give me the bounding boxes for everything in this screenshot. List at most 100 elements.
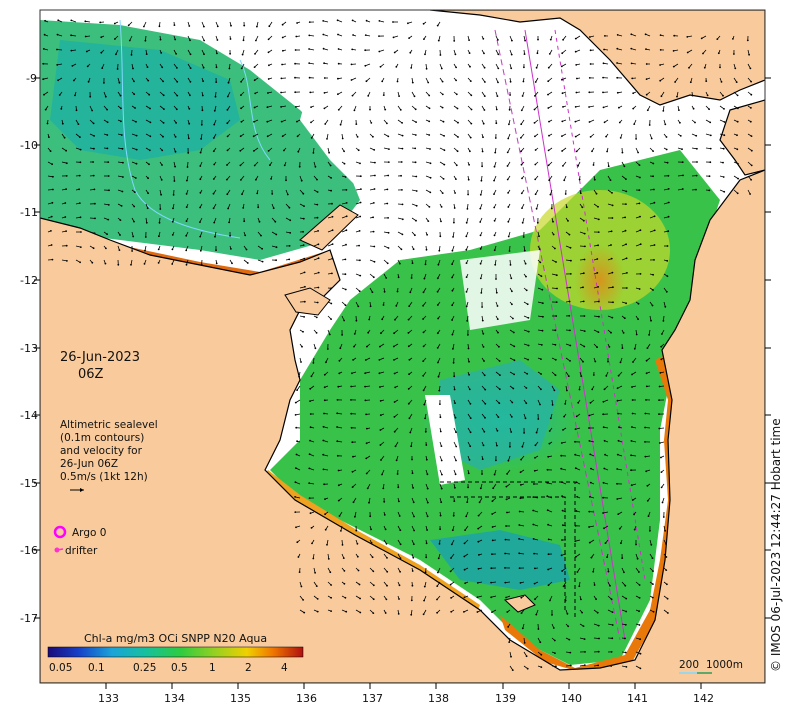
velocity-arrow-head: [351, 441, 354, 444]
colorbar-tick: 4: [281, 662, 288, 674]
velocity-arrow-head: [611, 192, 613, 194]
colorbar-title: Chl-a mg/m3 OCi SNPP N20 Aqua: [84, 632, 267, 645]
velocity-arrow-head: [157, 262, 160, 264]
velocity-arrow-head: [610, 331, 612, 334]
velocity-arrow-head: [134, 177, 137, 179]
velocity-arrow-head: [337, 33, 339, 36]
velocity-arrow-head: [576, 77, 578, 80]
velocity-arrow-head: [523, 432, 525, 434]
velocity-arrow-head: [160, 179, 163, 181]
velocity-arrow-head: [135, 148, 138, 151]
velocity-arrow-head: [359, 259, 361, 262]
velocity-arrow-head: [385, 542, 388, 545]
velocity-arrow-head: [455, 178, 457, 181]
velocity-arrow-head: [85, 50, 88, 53]
velocity-arrow-head: [343, 150, 345, 153]
velocity-arrow-head: [453, 221, 455, 224]
velocity-arrow-head: [412, 501, 415, 504]
velocity-arrow-head: [469, 150, 471, 153]
velocity-arrow-head: [364, 372, 367, 375]
velocity-arrow-head: [513, 359, 516, 362]
velocity-arrow-head: [185, 249, 188, 252]
velocity-arrow-head: [369, 108, 371, 111]
velocity-arrow-head: [674, 81, 676, 83]
velocity-arrow-head: [297, 556, 300, 558]
velocity-arrow-head: [639, 652, 642, 655]
velocity-arrow-head: [108, 189, 110, 192]
velocity-arrow-head: [602, 106, 605, 109]
velocity-arrow-head: [519, 582, 522, 584]
velocity-arrow-head: [345, 229, 348, 232]
velocity-arrow-head: [463, 542, 466, 545]
velocity-arrow-head: [602, 426, 605, 429]
velocity-arrow-head: [240, 107, 243, 110]
latitude-axis: -9 -10 -11 -12 -13 -14 -15 -16 -17: [20, 72, 771, 625]
velocity-arrow-head: [422, 374, 425, 377]
velocity-arrow-head: [750, 149, 753, 152]
velocity-arrow-head: [519, 497, 522, 500]
velocity-arrow-head: [625, 203, 627, 206]
velocity-arrow-head: [252, 135, 255, 138]
velocity-arrow-head: [465, 221, 468, 224]
velocity-arrow-head: [493, 473, 496, 476]
velocity-arrow-head: [596, 272, 599, 274]
velocity-arrow-head: [429, 148, 431, 150]
velocity-arrow-head: [569, 651, 572, 654]
velocity-arrow-head: [506, 151, 509, 154]
velocity-arrow-head: [660, 358, 663, 361]
velocity-arrow-head: [666, 260, 669, 262]
velocity-arrow-head: [423, 599, 425, 602]
velocity-arrow-head: [548, 134, 550, 137]
velocity-arrow-head: [625, 257, 628, 260]
velocity-arrow-head: [702, 52, 704, 55]
velocity-arrow-head: [736, 94, 739, 97]
velocity-arrow-head: [423, 585, 426, 588]
velocity-arrow-head: [597, 331, 600, 333]
velocity-arrow-head: [199, 191, 202, 194]
velocity-arrow-head: [541, 329, 544, 332]
lat-tick-label: -12: [20, 274, 38, 287]
velocity-arrow-head: [638, 597, 641, 599]
velocity-arrow-head: [351, 372, 353, 375]
velocity-arrow-head: [295, 35, 298, 38]
colorbar-tick: 0.5: [171, 662, 188, 674]
imos-credit: © IMOS 06-Jul-2023 12:44:27 Hobart time: [769, 418, 783, 672]
velocity-arrow-head: [395, 459, 398, 462]
velocity-arrow-head: [424, 417, 426, 420]
velocity-arrow-head: [504, 552, 506, 555]
velocity-arrow-head: [554, 374, 557, 377]
velocity-arrow-head: [412, 556, 415, 559]
velocity-arrow-head: [660, 95, 663, 98]
velocity-arrow-head: [465, 291, 468, 293]
velocity-arrow-head: [106, 147, 109, 150]
velocity-arrow-head: [542, 315, 544, 318]
velocity-arrow-head: [550, 207, 553, 210]
velocity-arrow-head: [649, 529, 651, 532]
velocity-arrow-head: [453, 207, 456, 209]
velocity-arrow-head: [455, 459, 457, 462]
velocity-arrow-head: [424, 571, 427, 574]
velocity-arrow-head: [562, 38, 564, 41]
velocity-arrow-head: [574, 50, 577, 53]
velocity-arrow-head: [230, 24, 232, 27]
velocity-arrow-head: [566, 612, 569, 615]
velocity-arrow-head: [357, 569, 360, 572]
velocity-arrow-head: [393, 401, 396, 403]
velocity-arrow-head: [631, 426, 633, 428]
velocity-arrow-head: [424, 53, 426, 56]
velocity-arrow-head: [243, 24, 246, 27]
velocity-arrow-head: [401, 134, 404, 137]
velocity-arrow-head: [243, 220, 246, 223]
velocity-arrow-head: [451, 263, 453, 266]
velocity-arrow-head: [426, 487, 429, 490]
velocity-arrow-head: [65, 230, 67, 233]
velocity-arrow-head: [513, 345, 516, 348]
velocity-arrow-head: [563, 179, 566, 182]
velocity-arrow-head: [449, 583, 452, 586]
velocity-arrow-head: [506, 511, 508, 514]
velocity-arrow-head: [484, 81, 486, 83]
velocity-arrow-head: [369, 515, 372, 518]
velocity-arrow-head: [330, 610, 332, 612]
velocity-arrow-head: [383, 500, 386, 503]
velocity-arrow-head: [734, 67, 737, 70]
